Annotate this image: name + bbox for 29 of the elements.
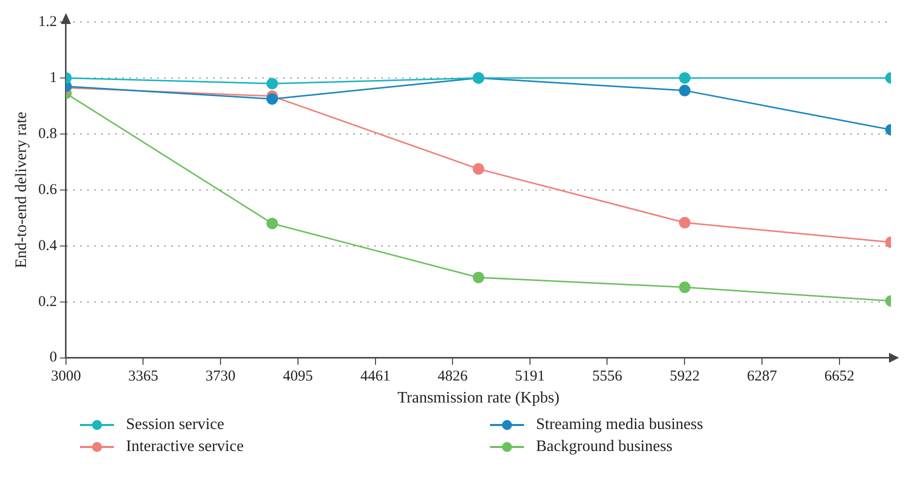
x-tick-label: 5556 [592,368,623,385]
x-tick-label: 3000 [50,368,81,385]
legend-label: Session service [126,416,224,434]
y-tick-label: 0.2 [38,294,57,310]
y-tick-label: 1 [49,70,57,86]
x-axis-title: Transmission rate (Kpbs) [397,390,560,407]
x-tick-label: 6652 [824,368,854,385]
y-tick-label: 1.2 [38,14,57,30]
y-tick-label: 0 [49,350,57,366]
point [472,272,484,284]
x-tick-label: 4095 [282,368,313,385]
point [678,216,690,228]
y-tick-label: 0.6 [38,182,58,198]
point [678,282,690,294]
x-tick-label: 4461 [360,368,390,385]
x-tick-label: 3730 [206,368,236,385]
x-tick-label: 4826 [438,368,468,385]
x-tick-label: 5191 [514,368,545,385]
legend-label: Streaming media business [536,416,704,434]
x-tick-label: 5922 [670,368,700,385]
point [472,163,484,175]
legend-label: Background business [536,438,672,456]
x-tick-label: 3365 [128,368,158,385]
y-axis-title: End-to-end delivery rate [12,112,30,268]
legend-label: Interactive service [126,438,244,456]
x-tick-label: 6287 [747,368,778,385]
y-tick-label: 0.4 [38,238,58,254]
y-tick-label: 0.8 [38,126,57,142]
point [678,72,690,84]
